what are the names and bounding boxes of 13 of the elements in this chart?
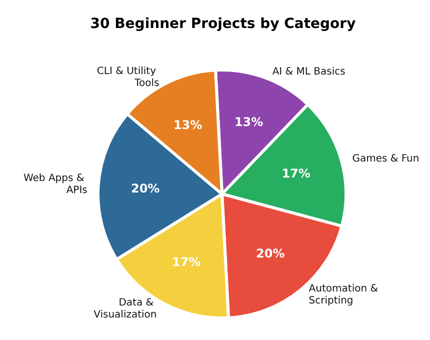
slice-label: Automation & Scripting — [308, 284, 382, 307]
slice-label: Games & Fun — [352, 154, 420, 165]
slice-label: CLI & Utility Tools — [96, 66, 160, 90]
slice-label: Web Apps & APIs — [23, 172, 88, 196]
data-label: 13% — [234, 114, 264, 129]
data-label: 13% — [173, 118, 202, 132]
slice-label: AI & ML Basics — [272, 66, 346, 78]
chart-title: 30 Beginner Projects by Category — [90, 16, 356, 32]
data-label: 20% — [130, 181, 160, 196]
data-label: 17% — [282, 166, 310, 180]
data-label: 17% — [172, 255, 201, 270]
slice-label: Data & Visualization — [94, 298, 157, 321]
data-label: 20% — [256, 246, 285, 261]
